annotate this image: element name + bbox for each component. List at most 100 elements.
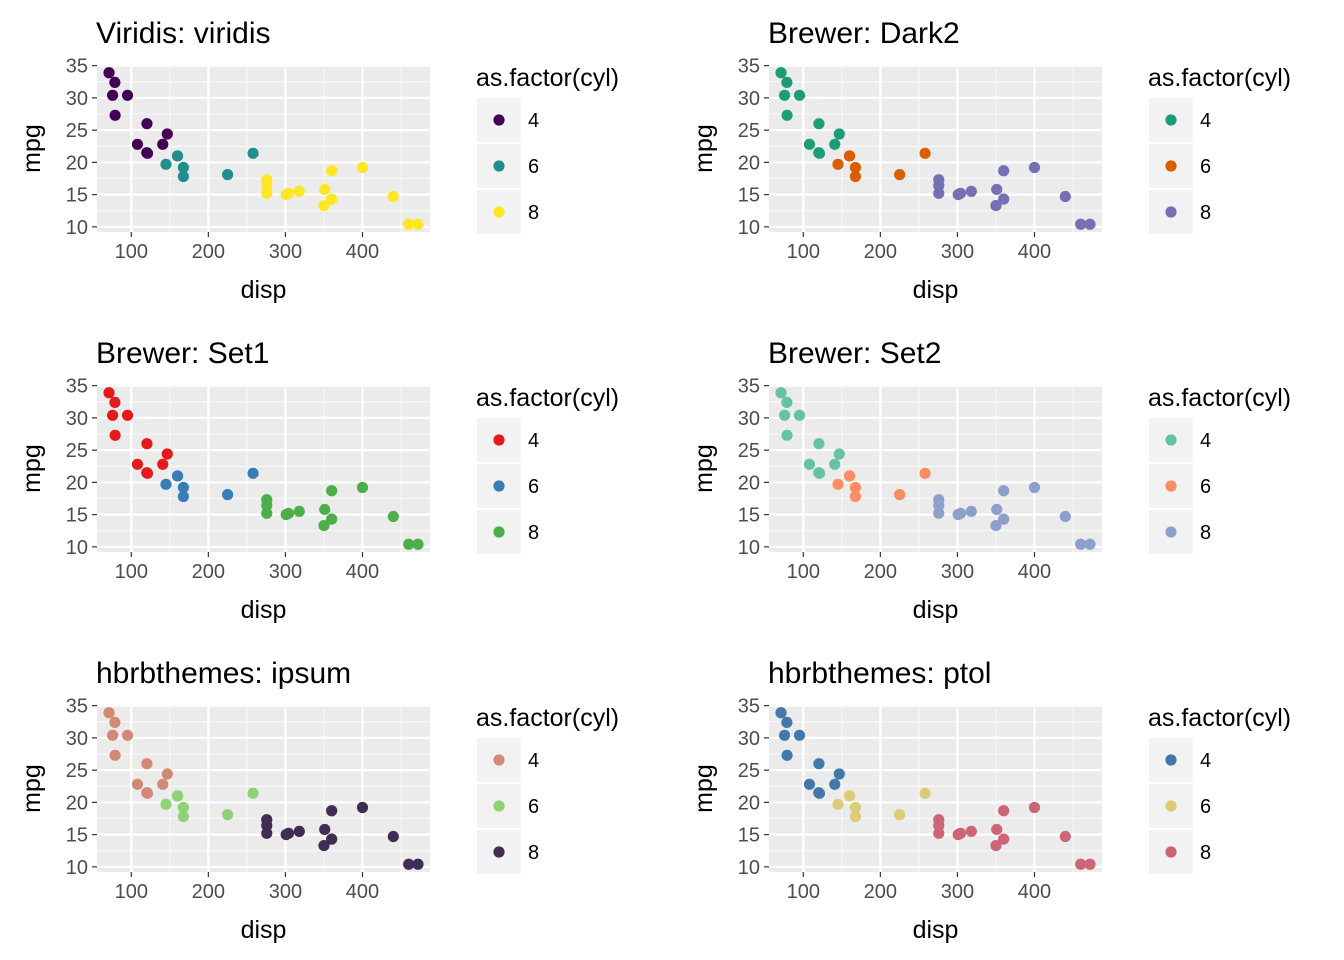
x-tick-label: 400 [346,561,379,583]
data-point [775,707,787,719]
legend-swatch [1165,754,1177,766]
data-point [991,503,1003,516]
data-point [103,387,115,399]
data-point [813,438,825,450]
data-point [1084,538,1096,550]
data-point [778,729,791,741]
data-point [933,174,945,186]
chart-1: Viridis: viridis 100 200 300 400 10 15 20 25 30 35… [18,17,619,304]
x-axis-title: disp [241,276,287,304]
y-tick-label: 10 [738,857,760,879]
legend-swatch [493,206,505,218]
y-tick-label: 20 [66,792,88,814]
data-point [326,513,338,525]
legend-label: 4 [528,750,539,772]
legend-swatch [493,846,505,858]
data-point [933,507,945,519]
data-point [157,778,169,790]
legend: as.factor(cyl) 4 6 8 [1148,704,1291,874]
x-tick-label: 100 [115,561,148,583]
data-point [356,161,369,174]
data-point [261,494,273,506]
data-point [387,510,399,523]
data-point [141,147,154,159]
legend-swatch [1165,114,1177,126]
data-point [833,768,845,780]
x-tick-label: 300 [941,561,974,583]
data-point [319,183,331,196]
data-point [121,409,134,421]
data-point [318,839,330,852]
data-point [319,823,331,836]
data-point [781,429,793,441]
legend-title: as.factor(cyl) [1148,704,1291,732]
x-tick-label: 400 [1018,881,1051,903]
y-tick-label: 35 [66,696,88,718]
data-point [849,801,861,814]
y-tick-label: 25 [738,440,760,462]
data-point [412,218,424,230]
x-axis-title: disp [241,916,287,944]
y-tick-label: 25 [738,120,760,142]
chart-5: hbrbthemes: ipsum 100 200 300 400 10 15 20 25 30 3… [18,657,619,944]
data-point [843,790,856,802]
data-point [849,810,861,823]
data-point [894,169,906,181]
data-point [1059,510,1071,523]
y-tick-label: 15 [66,505,88,527]
x-tick-label: 400 [1018,241,1051,263]
data-point [991,183,1003,196]
legend-swatch [1165,800,1177,812]
data-point [141,467,154,479]
axes: 100 200 300 400 10 15 20 25 30 35 disp mpg [18,376,379,624]
chart-title: hbrbthemes: ptol [768,657,991,690]
data-point [781,109,793,121]
data-point [106,409,119,421]
legend: as.factor(cyl) 4 6 8 [476,64,619,234]
points [103,707,424,870]
data-point [103,707,115,719]
x-tick-label: 200 [864,241,897,263]
y-tick-label: 30 [66,88,88,110]
data-point [261,827,273,839]
data-point [833,448,845,460]
y-tick-label: 25 [66,760,88,782]
chart-2: Brewer: Dark2 100 200 300 400 10 15 20 25 30 35 dis… [690,17,1291,304]
plot-panel [97,705,430,872]
data-point [813,758,825,770]
legend-swatch [493,526,505,538]
legend-label: 6 [528,796,539,818]
legend-swatch [1165,434,1177,446]
data-point [998,485,1010,497]
data-point [222,169,234,181]
legend-label: 6 [1200,796,1211,818]
data-point [387,830,399,843]
x-axis-title: disp [913,916,959,944]
x-tick-label: 200 [864,561,897,583]
data-point [1028,801,1041,814]
data-point [894,489,906,501]
data-point [813,147,826,159]
data-point [109,396,121,409]
data-point [141,118,153,130]
data-point [171,470,184,482]
chart-3: Brewer: Set1 100 200 300 400 10 15 20 25 30 35 disp… [18,337,619,624]
chart-4: Brewer: Set2 100 200 300 400 10 15 20 25 30 35 disp… [690,337,1291,624]
data-point [121,729,134,741]
data-point [998,165,1010,177]
x-axis-title: disp [913,596,959,624]
plot-panel [769,705,1102,872]
data-point [387,190,399,203]
data-point [280,829,292,841]
data-point [1028,481,1041,494]
data-point [261,187,273,199]
x-tick-label: 300 [269,561,302,583]
y-tick-label: 10 [66,217,88,239]
data-point [832,478,844,490]
y-tick-label: 10 [66,537,88,559]
y-axis-title: mpg [18,444,46,493]
data-point [403,858,415,870]
data-point [106,729,119,741]
data-point [131,458,144,470]
data-point [109,429,121,441]
